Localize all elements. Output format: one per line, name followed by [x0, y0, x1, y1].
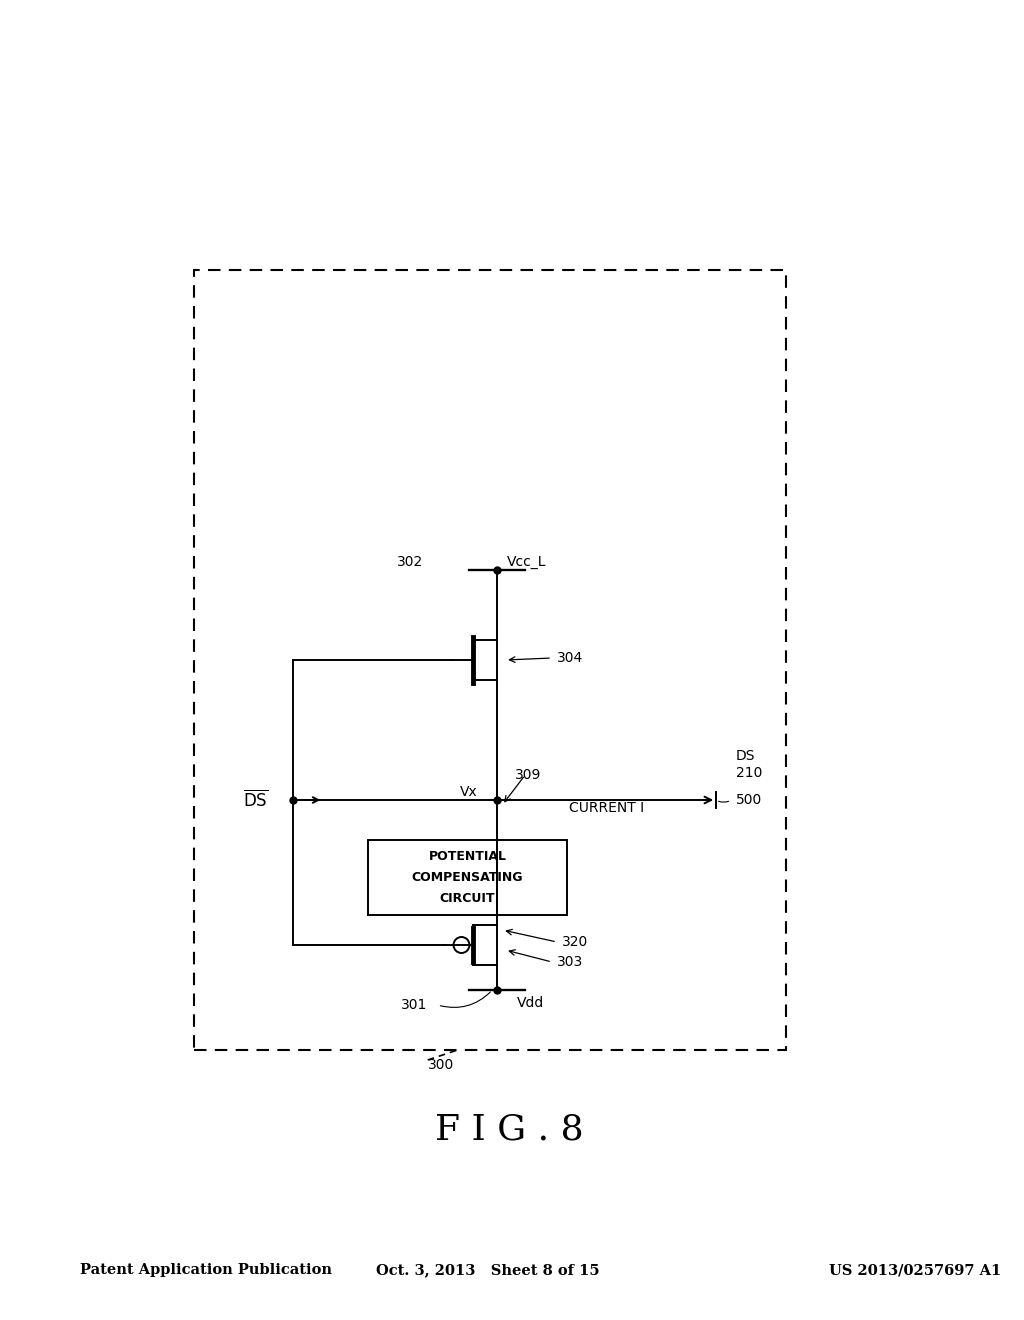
Text: 301: 301: [401, 998, 428, 1012]
Text: POTENTIAL: POTENTIAL: [428, 850, 507, 863]
Text: 309: 309: [515, 768, 542, 781]
Bar: [368, 840, 567, 915]
Text: F I G . 8: F I G . 8: [435, 1113, 584, 1147]
Text: CIRCUIT: CIRCUIT: [439, 892, 496, 906]
Bar: [194, 271, 785, 1049]
Text: Vx: Vx: [460, 785, 477, 799]
Text: DS: DS: [736, 748, 756, 763]
Text: 500: 500: [736, 793, 762, 807]
Text: Oct. 3, 2013   Sheet 8 of 15: Oct. 3, 2013 Sheet 8 of 15: [376, 1263, 599, 1276]
Text: US 2013/0257697 A1: US 2013/0257697 A1: [828, 1263, 1001, 1276]
Text: 210: 210: [736, 766, 763, 780]
Text: 303: 303: [557, 954, 584, 969]
Text: COMPENSATING: COMPENSATING: [412, 871, 523, 884]
Text: 300: 300: [428, 1059, 454, 1072]
Text: $\overline{\mathrm{DS}}$: $\overline{\mathrm{DS}}$: [243, 789, 268, 810]
Text: Vdd: Vdd: [517, 997, 545, 1010]
Text: 320: 320: [562, 935, 588, 949]
Text: Vcc_L: Vcc_L: [507, 554, 547, 569]
Text: 302: 302: [396, 554, 423, 569]
Text: 304: 304: [557, 651, 584, 665]
Text: Patent Application Publication: Patent Application Publication: [80, 1263, 332, 1276]
Text: CURRENT I: CURRENT I: [569, 801, 644, 814]
